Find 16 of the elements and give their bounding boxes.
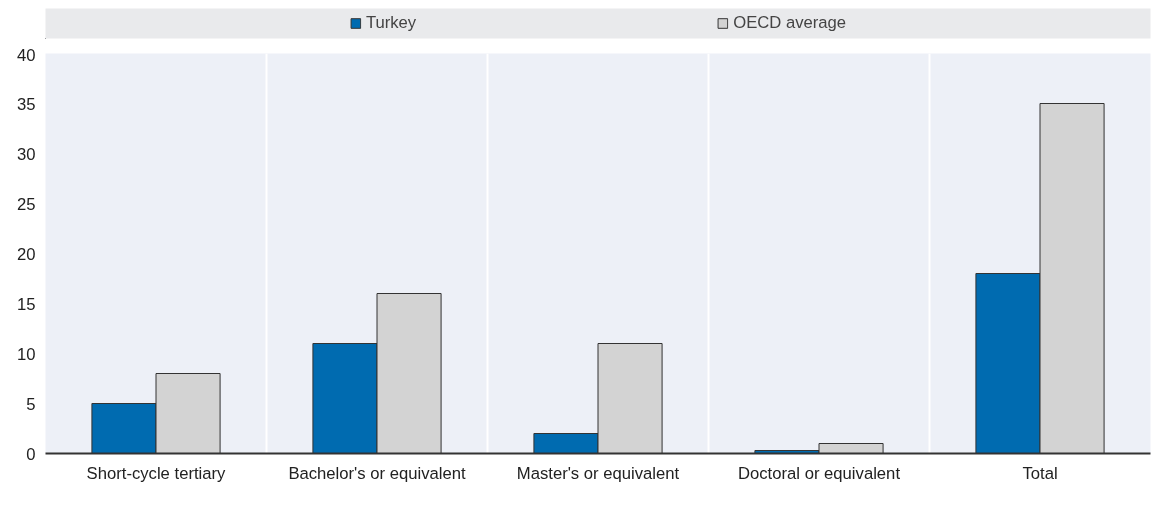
y-tick-label: 40 [16, 45, 36, 65]
x-tick-label: Short-cycle tertiary [86, 463, 227, 483]
y-tick-label: 5 [26, 394, 36, 414]
y-tick-label: 10 [16, 344, 36, 364]
y-tick-label: 15 [16, 294, 36, 314]
y-tick-label: 25 [16, 194, 36, 214]
legend-label: OECD average [733, 13, 847, 33]
x-tick-label: Doctoral or equivalent [737, 463, 901, 483]
x-tick-label: Bachelor's or equivalent [288, 463, 466, 483]
x-tick-label: Master's or equivalent [516, 463, 680, 483]
y-tick-label: 30 [16, 144, 36, 164]
legend-label: Turkey [365, 13, 417, 33]
x-tick-label: Total [1022, 463, 1058, 483]
y-tick-label: 0 [26, 444, 36, 464]
y-tick-label: 35 [16, 94, 36, 114]
y-tick-label: 20 [16, 244, 36, 264]
